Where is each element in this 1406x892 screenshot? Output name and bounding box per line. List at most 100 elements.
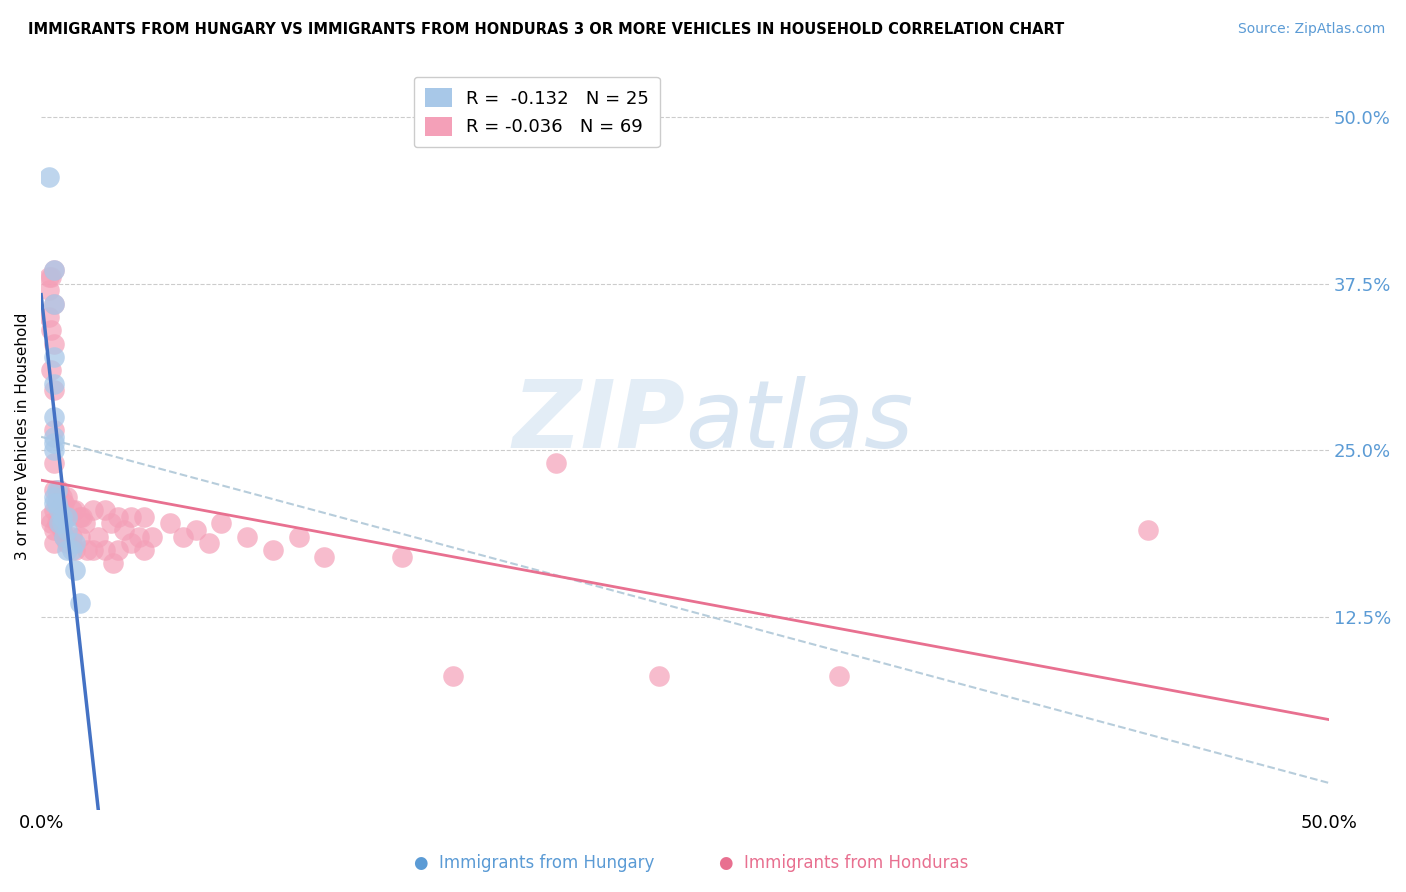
Point [107, 509, 129, 524]
Point [56, 509, 79, 524]
Point [38, 270, 60, 285]
Point [42, 457, 65, 471]
Point [53, 530, 76, 544]
Point [441, 669, 464, 683]
Point [41, 363, 63, 377]
Point [94, 543, 117, 558]
Point [236, 530, 259, 544]
Point [42, 376, 65, 391]
Point [38, 170, 60, 185]
Point [314, 549, 336, 564]
Point [41, 270, 63, 285]
Point [42, 436, 65, 450]
Point [56, 536, 79, 550]
Point [42, 536, 65, 550]
Point [42, 496, 65, 510]
Point [51, 509, 73, 524]
Point [197, 536, 219, 550]
Point [262, 543, 284, 558]
Point [546, 457, 568, 471]
Point [120, 509, 142, 524]
Point [100, 516, 122, 531]
Point [48, 516, 70, 531]
Point [63, 503, 86, 517]
Point [56, 543, 79, 558]
Point [48, 483, 70, 497]
Point [69, 530, 91, 544]
Point [41, 516, 63, 531]
Point [128, 530, 150, 544]
Point [107, 543, 129, 558]
Point [141, 530, 163, 544]
Point [56, 509, 79, 524]
Point [48, 516, 70, 531]
Point [45, 516, 67, 531]
Point [76, 543, 98, 558]
Point [63, 543, 86, 558]
Point [51, 490, 73, 504]
Point [287, 530, 309, 544]
Point [48, 503, 70, 517]
Point [391, 549, 413, 564]
Point [82, 543, 104, 558]
Point [42, 336, 65, 351]
Point [73, 516, 96, 531]
Point [42, 523, 65, 537]
Text: ●  Immigrants from Honduras: ● Immigrants from Honduras [718, 855, 969, 872]
Point [103, 556, 125, 570]
Point [134, 509, 156, 524]
Point [42, 443, 65, 458]
Point [63, 536, 86, 550]
Point [60, 543, 83, 558]
Y-axis label: 3 or more Vehicles in Household: 3 or more Vehicles in Household [15, 313, 30, 560]
Point [828, 669, 851, 683]
Point [172, 530, 194, 544]
Point [42, 296, 65, 310]
Point [42, 423, 65, 437]
Point [60, 530, 83, 544]
Text: IMMIGRANTS FROM HUNGARY VS IMMIGRANTS FROM HONDURAS 3 OR MORE VEHICLES IN HOUSEH: IMMIGRANTS FROM HUNGARY VS IMMIGRANTS FR… [28, 22, 1064, 37]
Point [42, 503, 65, 517]
Point [42, 483, 65, 497]
Text: ZIP: ZIP [512, 376, 685, 468]
Point [184, 523, 207, 537]
Point [72, 509, 94, 524]
Point [209, 516, 232, 531]
Point [42, 490, 65, 504]
Point [42, 296, 65, 310]
Point [42, 263, 65, 277]
Point [42, 350, 65, 364]
Point [51, 516, 73, 531]
Point [42, 430, 65, 444]
Point [53, 496, 76, 510]
Point [56, 523, 79, 537]
Point [159, 516, 181, 531]
Point [94, 503, 117, 517]
Text: atlas: atlas [685, 376, 912, 467]
Point [42, 263, 65, 277]
Point [51, 523, 73, 537]
Point [60, 503, 83, 517]
Text: ●  Immigrants from Hungary: ● Immigrants from Hungary [415, 855, 654, 872]
Point [38, 509, 60, 524]
Point [63, 563, 86, 577]
Point [42, 383, 65, 397]
Point [42, 409, 65, 424]
Point [120, 536, 142, 550]
Point [41, 323, 63, 337]
Point [56, 490, 79, 504]
Point [87, 530, 110, 544]
Legend: R =  -0.132   N = 25, R = -0.036   N = 69: R = -0.132 N = 25, R = -0.036 N = 69 [413, 77, 659, 147]
Point [38, 284, 60, 298]
Point [38, 310, 60, 324]
Point [1137, 523, 1160, 537]
Point [112, 523, 135, 537]
Point [45, 483, 67, 497]
Point [45, 496, 67, 510]
Text: Source: ZipAtlas.com: Source: ZipAtlas.com [1237, 22, 1385, 37]
Point [648, 669, 671, 683]
Point [53, 530, 76, 544]
Point [69, 596, 91, 610]
Point [134, 543, 156, 558]
Point [82, 503, 104, 517]
